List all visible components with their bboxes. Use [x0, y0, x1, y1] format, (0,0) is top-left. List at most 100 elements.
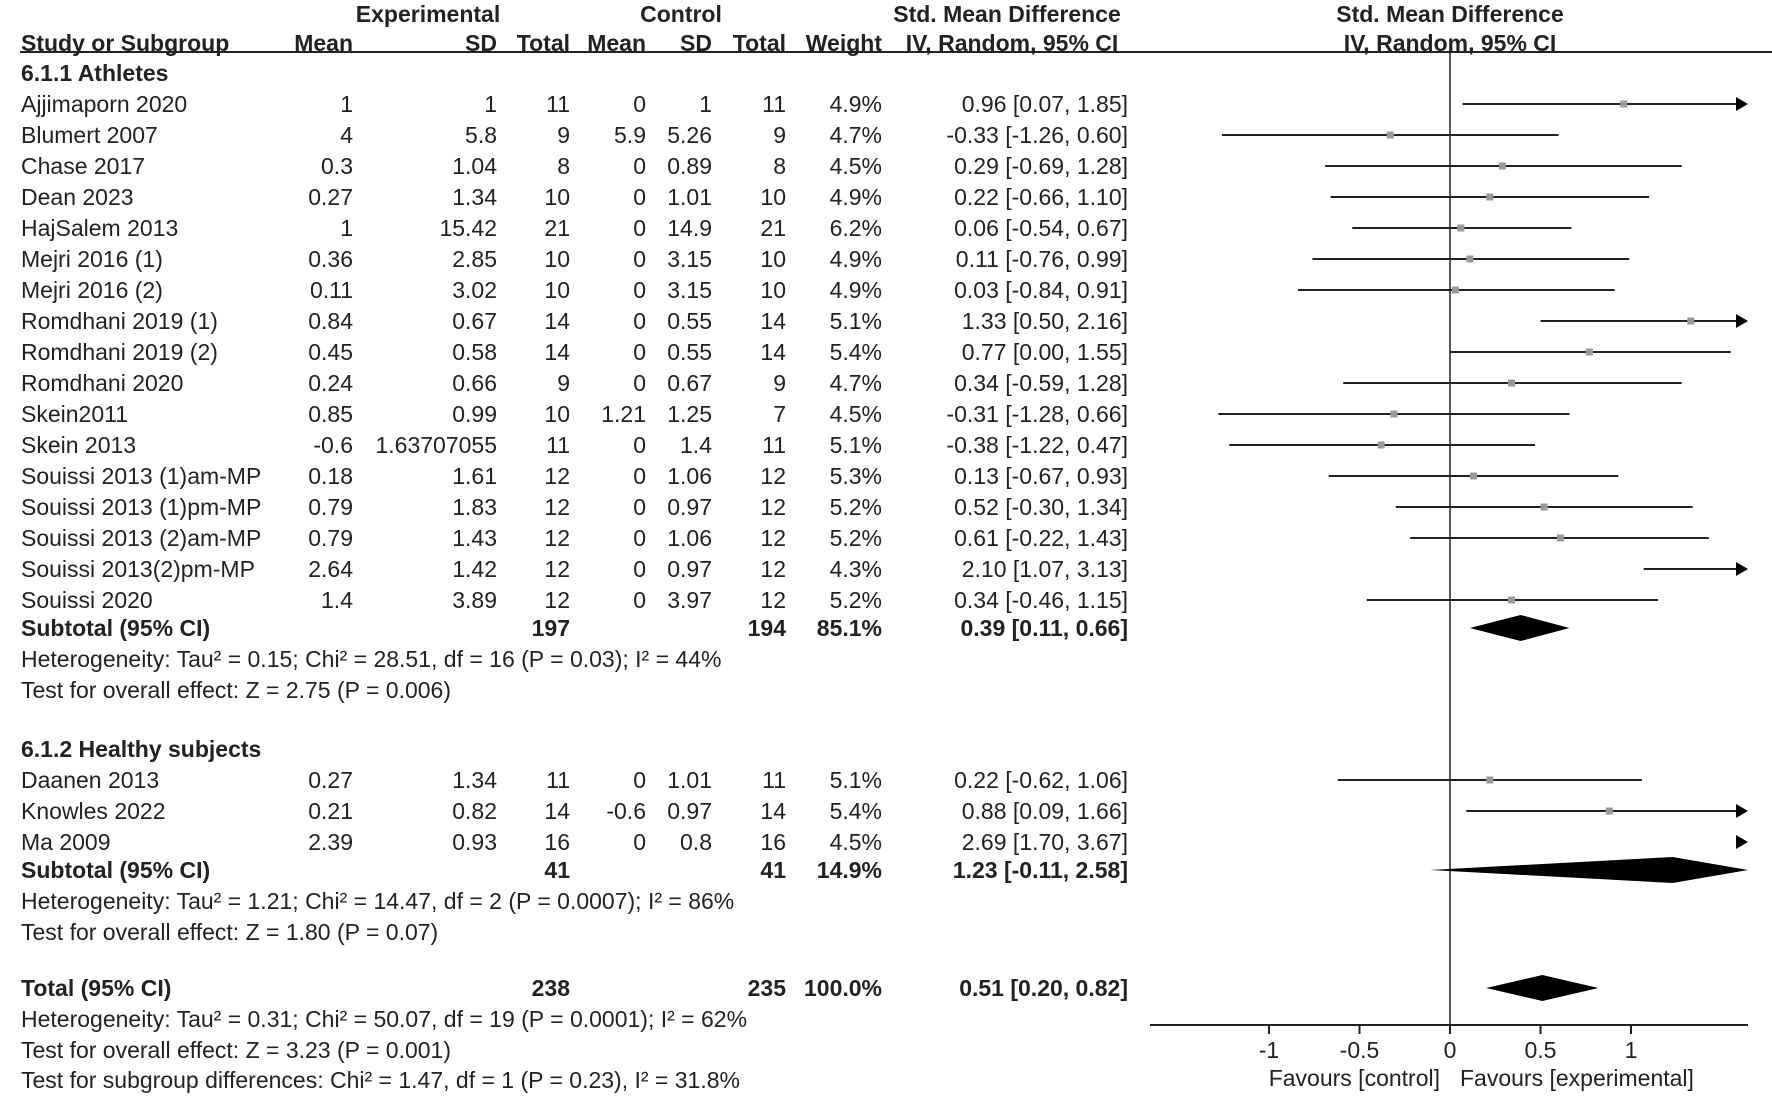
header-smd-plot: Std. Mean Difference — [1336, 1, 1564, 27]
study-mean-c: 0 — [633, 246, 646, 272]
study-total-c: 16 — [760, 829, 786, 855]
study-total-e: 8 — [557, 153, 570, 179]
study-ci-text: 0.06 [-0.54, 0.67] — [954, 215, 1128, 241]
study-mean-c: 0 — [633, 184, 646, 210]
header-rule — [20, 51, 1772, 53]
study-mean-e: 1 — [340, 91, 353, 117]
study-mean-c: 0 — [633, 339, 646, 365]
study-total-c: 12 — [760, 494, 786, 520]
study-name: HajSalem 2013 — [21, 215, 179, 241]
study-mean-c: 1.21 — [601, 401, 646, 427]
study-total-e: 21 — [544, 215, 570, 241]
study-mean-e: 1.4 — [321, 587, 353, 613]
study-sd-e: 0.58 — [452, 339, 497, 365]
study-sd-c: 5.26 — [667, 122, 712, 148]
study-name: Dean 2023 — [21, 184, 134, 210]
study-weight: 5.1% — [829, 308, 882, 334]
study-mean-e: 0.18 — [308, 463, 353, 489]
subgroup-title: 6.1.2 Healthy subjects — [21, 736, 262, 762]
study-total-c: 10 — [760, 184, 786, 210]
study-sd-c: 1.01 — [667, 767, 712, 793]
study-weight: 4.9% — [829, 91, 882, 117]
study-total-e: 10 — [544, 277, 570, 303]
study-mean-e: 2.64 — [308, 556, 353, 582]
study-total-e: 10 — [544, 246, 570, 272]
study-weight: 4.3% — [829, 556, 882, 582]
study-total-e: 9 — [557, 122, 570, 148]
study-total-e: 10 — [544, 401, 570, 427]
study-name: Romdhani 2019 (2) — [21, 339, 218, 365]
study-mean-e: 0.24 — [308, 370, 353, 396]
study-mean-c: 5.9 — [614, 122, 646, 148]
total-heterogeneity-text: Heterogeneity: Tau² = 0.31; Chi² = 50.07… — [21, 1006, 748, 1032]
total-total-e: 238 — [531, 975, 570, 1001]
study-mean-c: 0 — [633, 370, 646, 396]
ci-arrow-right-15 — [1736, 562, 1748, 576]
study-total-c: 21 — [760, 215, 786, 241]
study-total-e: 11 — [546, 432, 570, 458]
study-sd-c: 3.15 — [667, 246, 712, 272]
study-mean-e: 0.3 — [321, 153, 353, 179]
study-mean-e: -0.6 — [313, 432, 353, 458]
study-ci-text: 0.22 [-0.66, 1.10] — [954, 184, 1128, 210]
study-weight: 5.4% — [829, 339, 882, 365]
study-mean-e: 0.85 — [308, 401, 353, 427]
point-estimate-8 — [1585, 348, 1593, 356]
point-estimate-2 — [1498, 162, 1506, 170]
favours-experimental-label: Favours [experimental] — [1460, 1065, 1694, 1091]
study-weight: 5.2% — [829, 525, 882, 551]
study-total-c: 8 — [773, 153, 786, 179]
study-sd-c: 3.15 — [667, 277, 712, 303]
study-total-e: 12 — [544, 494, 570, 520]
study-mean-c: 0 — [633, 494, 646, 520]
study-total-c: 12 — [760, 587, 786, 613]
study-sd-e: 0.82 — [452, 798, 497, 824]
ci-arrow-right-7 — [1736, 314, 1748, 328]
study-sd-e: 1.34 — [452, 184, 497, 210]
study-sd-e: 2.85 — [452, 246, 497, 272]
study-mean-c: 0 — [633, 587, 646, 613]
total-overall-effect-text: Test for overall effect: Z = 3.23 (P = 0… — [21, 1037, 451, 1063]
study-total-e: 11 — [546, 91, 570, 117]
study-mean-c: 0 — [633, 767, 646, 793]
header-experimental: Experimental — [355, 1, 501, 27]
study-weight: 5.1% — [829, 767, 882, 793]
study-weight: 4.5% — [829, 829, 882, 855]
study-mean-c: -0.6 — [606, 798, 646, 824]
study-mean-e: 4 — [340, 122, 353, 148]
study-mean-e: 1 — [340, 215, 353, 241]
study-weight: 4.9% — [829, 277, 882, 303]
heterogeneity-text: Heterogeneity: Tau² = 1.21; Chi² = 14.47… — [21, 888, 735, 914]
ci-arrow-right-18 — [1736, 804, 1748, 818]
study-mean-e: 0.27 — [308, 767, 353, 793]
point-estimate-11 — [1377, 441, 1385, 449]
study-mean-e: 0.79 — [308, 525, 353, 551]
study-ci-text: 0.22 [-0.62, 1.06] — [954, 767, 1128, 793]
study-name: Daanen 2013 — [21, 767, 160, 793]
study-ci-text: 0.52 [-0.30, 1.34] — [954, 494, 1128, 520]
point-estimate-3 — [1486, 193, 1494, 201]
study-weight: 4.7% — [829, 370, 882, 396]
x-tick-label: -1 — [1258, 1037, 1280, 1063]
study-ci-text: 0.03 [-0.84, 0.91] — [954, 277, 1128, 303]
study-ci-text: 0.61 [-0.22, 1.43] — [954, 525, 1128, 551]
study-total-c: 11 — [762, 432, 786, 458]
subtotal-label: Subtotal (95% CI) — [21, 615, 211, 641]
total-total-c: 235 — [747, 975, 786, 1001]
study-name: Mejri 2016 (2) — [21, 277, 163, 303]
study-ci-text: 0.13 [-0.67, 0.93] — [954, 463, 1128, 489]
study-sd-c: 1 — [699, 91, 712, 117]
study-mean-e: 0.45 — [308, 339, 353, 365]
header-smd-text: Std. Mean Difference — [893, 1, 1121, 27]
x-tick-label: 0 — [1443, 1037, 1457, 1063]
study-ci-text: 2.10 [1.07, 3.13] — [961, 556, 1128, 582]
study-total-c: 12 — [760, 525, 786, 551]
study-mean-c: 0 — [633, 277, 646, 303]
study-total-e: 12 — [544, 525, 570, 551]
study-mean-c: 0 — [633, 556, 646, 582]
study-mean-c: 0 — [633, 525, 646, 551]
study-total-c: 12 — [760, 463, 786, 489]
subtotal-total-c: 194 — [747, 615, 786, 641]
study-sd-c: 0.8 — [680, 829, 712, 855]
